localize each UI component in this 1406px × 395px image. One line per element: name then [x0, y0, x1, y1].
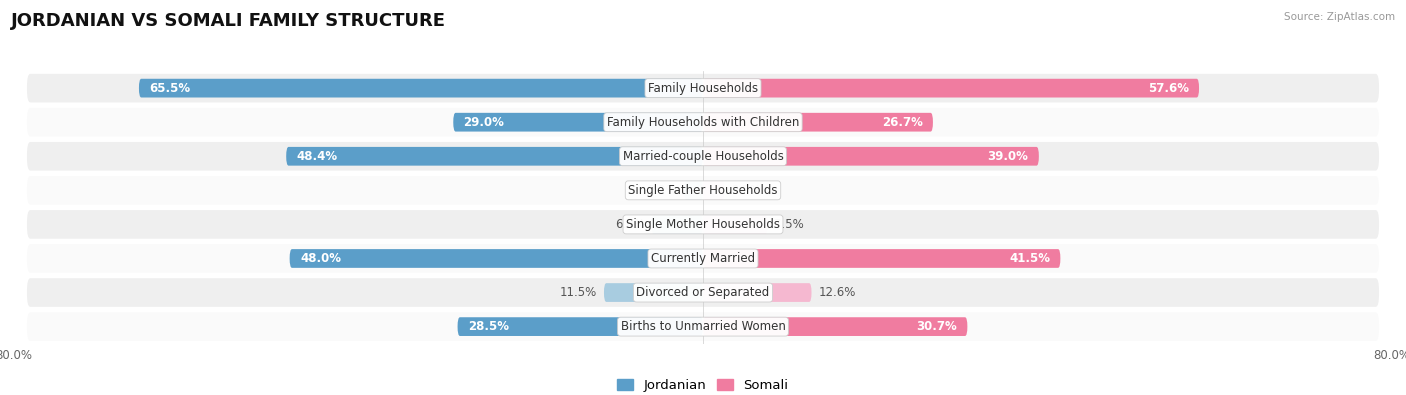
- FancyBboxPatch shape: [27, 142, 1379, 171]
- Text: 2.5%: 2.5%: [731, 184, 761, 197]
- Text: 29.0%: 29.0%: [464, 116, 505, 129]
- FancyBboxPatch shape: [605, 283, 703, 302]
- FancyBboxPatch shape: [453, 113, 703, 132]
- Text: 26.7%: 26.7%: [882, 116, 922, 129]
- Text: Family Households: Family Households: [648, 82, 758, 95]
- FancyBboxPatch shape: [703, 215, 768, 234]
- Text: 7.5%: 7.5%: [775, 218, 804, 231]
- FancyBboxPatch shape: [685, 181, 703, 200]
- Text: 2.2%: 2.2%: [647, 184, 678, 197]
- Text: 11.5%: 11.5%: [560, 286, 598, 299]
- Text: Births to Unmarried Women: Births to Unmarried Women: [620, 320, 786, 333]
- FancyBboxPatch shape: [27, 278, 1379, 307]
- FancyBboxPatch shape: [287, 147, 703, 166]
- Text: JORDANIAN VS SOMALI FAMILY STRUCTURE: JORDANIAN VS SOMALI FAMILY STRUCTURE: [11, 12, 446, 30]
- Text: 48.0%: 48.0%: [299, 252, 342, 265]
- FancyBboxPatch shape: [27, 74, 1379, 102]
- FancyBboxPatch shape: [27, 210, 1379, 239]
- Text: 39.0%: 39.0%: [987, 150, 1029, 163]
- FancyBboxPatch shape: [703, 79, 1199, 98]
- FancyBboxPatch shape: [27, 108, 1379, 137]
- FancyBboxPatch shape: [290, 249, 703, 268]
- Text: Source: ZipAtlas.com: Source: ZipAtlas.com: [1284, 12, 1395, 22]
- FancyBboxPatch shape: [27, 176, 1379, 205]
- Text: 30.7%: 30.7%: [917, 320, 957, 333]
- Text: 57.6%: 57.6%: [1147, 82, 1188, 95]
- FancyBboxPatch shape: [703, 113, 934, 132]
- FancyBboxPatch shape: [703, 147, 1039, 166]
- Text: Married-couple Households: Married-couple Households: [623, 150, 783, 163]
- FancyBboxPatch shape: [703, 283, 811, 302]
- Text: 48.4%: 48.4%: [297, 150, 337, 163]
- FancyBboxPatch shape: [703, 249, 1060, 268]
- Legend: Jordanian, Somali: Jordanian, Somali: [612, 373, 794, 395]
- FancyBboxPatch shape: [703, 317, 967, 336]
- Text: Single Mother Households: Single Mother Households: [626, 218, 780, 231]
- FancyBboxPatch shape: [27, 244, 1379, 273]
- FancyBboxPatch shape: [651, 215, 703, 234]
- Text: Divorced or Separated: Divorced or Separated: [637, 286, 769, 299]
- Text: 41.5%: 41.5%: [1010, 252, 1050, 265]
- Text: Family Households with Children: Family Households with Children: [607, 116, 799, 129]
- FancyBboxPatch shape: [703, 181, 724, 200]
- Text: Single Father Households: Single Father Households: [628, 184, 778, 197]
- Text: Currently Married: Currently Married: [651, 252, 755, 265]
- FancyBboxPatch shape: [139, 79, 703, 98]
- Text: 28.5%: 28.5%: [468, 320, 509, 333]
- Text: 6.0%: 6.0%: [614, 218, 644, 231]
- Text: 12.6%: 12.6%: [818, 286, 856, 299]
- FancyBboxPatch shape: [457, 317, 703, 336]
- FancyBboxPatch shape: [27, 312, 1379, 341]
- Text: 65.5%: 65.5%: [149, 82, 190, 95]
